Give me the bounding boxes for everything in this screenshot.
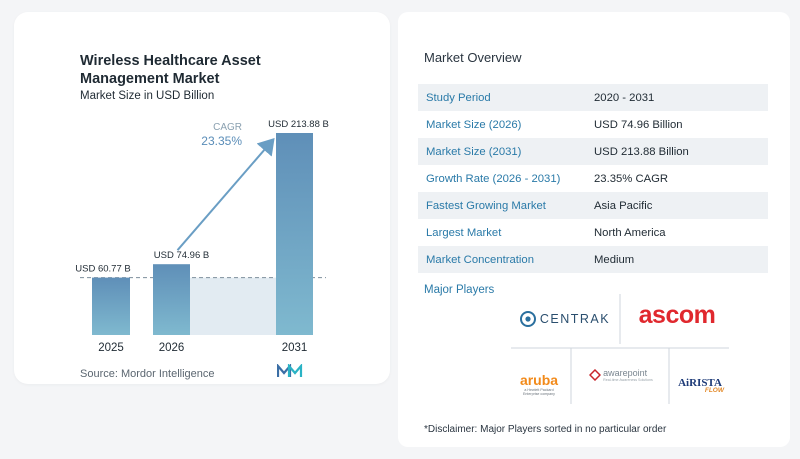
bar-value-label: USD 213.88 B: [268, 119, 329, 130]
bar-2025: [92, 277, 130, 335]
overview-row-value: USD 74.96 Billion: [594, 118, 683, 131]
awarepoint-mark-icon: [589, 369, 602, 381]
x-tick-label: 2025: [98, 342, 124, 354]
chart-subtitle: Market Size in USD Billion: [80, 90, 215, 102]
airista-logo: AiRISTA FLOW: [670, 368, 730, 402]
awarepoint-tagline: Real-time Awareness Solutions: [603, 378, 653, 382]
overview-row-value: Medium: [594, 253, 635, 266]
overview-row-value: USD 213.88 Billion: [594, 145, 689, 158]
overview-title: Market Overview: [424, 50, 522, 65]
ascom-name: ascom: [638, 300, 716, 329]
chart-title: Wireless Healthcare Asset Management Mar…: [80, 52, 330, 88]
awarepoint-logo: awarepoint Real-time Awareness Solutions: [574, 360, 668, 390]
disclaimer-text: *Disclaimer: Major Players sorted in no …: [424, 424, 667, 435]
overview-row-label: Market Size (2031): [426, 145, 522, 158]
overview-row-value: 2020 - 2031: [594, 91, 655, 104]
overview-row: Largest Market North America: [418, 219, 768, 246]
overview-row: Fastest Growing Market Asia Pacific: [418, 192, 768, 219]
airista-flow: FLOW: [704, 386, 724, 394]
bar-value-label: USD 60.77 B: [75, 264, 130, 275]
overview-row: Study Period 2020 - 2031: [418, 84, 768, 111]
chart-title-line1: Wireless Healthcare Asset: [80, 53, 261, 69]
cagr-arrow: [176, 137, 275, 251]
x-tick-label: 2031: [282, 342, 308, 354]
mordor-logo-icon: [277, 364, 303, 377]
trend-area: [190, 277, 276, 335]
aruba-tagline: a Hewlett Packard Enterprise company: [523, 387, 555, 397]
overview-row-label: Market Concentration: [426, 253, 534, 266]
chart-title-line2: Management Market: [80, 71, 220, 87]
bar-value-label: USD 74.96 B: [154, 250, 209, 261]
overview-row: Market Size (2031) USD 213.88 Billion: [418, 138, 768, 165]
overview-row-label: Market Size (2026): [426, 118, 522, 131]
bar-2026: [153, 264, 190, 335]
ascom-logo: ascom: [624, 298, 730, 332]
overview-table: Study Period 2020 - 2031 Market Size (2026…: [418, 84, 768, 273]
overview-row: Growth Rate (2026 - 2031) 23.35% CAGR: [418, 165, 768, 192]
airista-name: AiRISTA: [678, 376, 722, 389]
overview-row-label: Largest Market: [426, 226, 502, 239]
overview-row-label: Growth Rate (2026 - 2031): [426, 172, 561, 185]
overview-row-value: North America: [594, 226, 666, 239]
cagr-value: 23.35%: [201, 134, 242, 148]
aruba-logo: aruba a Hewlett Packard Enterprise compa…: [509, 366, 569, 402]
bar-2031: [276, 133, 313, 335]
overview-row-label: Study Period: [426, 91, 491, 104]
cagr-label: CAGR: [213, 122, 242, 133]
centrak-mark-icon: [519, 311, 536, 327]
overview-row-label: Fastest Growing Market: [426, 199, 546, 212]
x-tick-label: 2026: [159, 342, 185, 354]
overview-row-value: 23.35% CAGR: [594, 172, 669, 185]
major-players-title: Major Players: [424, 284, 495, 296]
aruba-name: aruba: [519, 371, 559, 388]
awarepoint-name: awarepoint: [603, 368, 648, 378]
bar-chart: USD 60.77 B 2025 USD 74.96 B 2026 USD 213.88…: [75, 119, 329, 354]
centrak-logo: CENTRAK: [512, 304, 618, 334]
overview-row-value: Asia Pacific: [594, 199, 653, 212]
overview-row: Market Size (2026) USD 74.96 Billion: [418, 111, 768, 138]
overview-row: Market Concentration Medium: [418, 246, 768, 273]
source-text: Source: Mordor Intelligence: [80, 368, 215, 380]
centrak-name: CENTRAK: [539, 312, 611, 326]
players-grid: [511, 294, 729, 404]
